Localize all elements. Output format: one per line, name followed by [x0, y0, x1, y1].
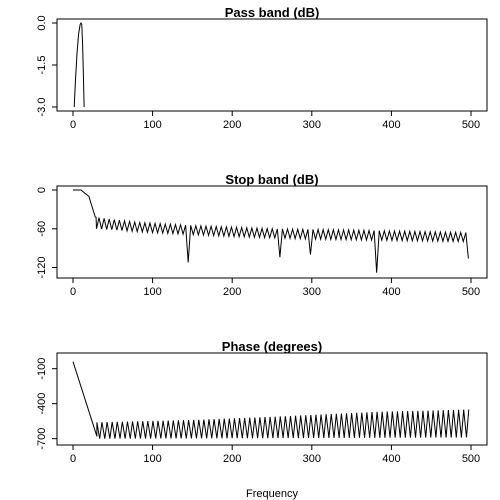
- x-tick-label: 100: [143, 286, 161, 298]
- x-tick-label: 300: [303, 286, 321, 298]
- x-axis: 0 100 200 300 400 500: [70, 445, 480, 465]
- x-axis: 0 100 200 300 400 500: [70, 111, 480, 131]
- panel-title: Phase (degrees): [222, 339, 322, 354]
- y-axis: -100 -400 -700: [36, 358, 57, 450]
- y-tick-label: -3.0: [36, 98, 48, 117]
- x-tick-label: 500: [462, 119, 480, 131]
- x-tick-label: 0: [70, 453, 76, 465]
- y-tick-label: -700: [36, 428, 48, 450]
- y-axis: 0.0 -1.5 -3.0: [36, 15, 57, 116]
- y-tick-label: 0: [36, 187, 48, 193]
- x-axis-label: Frequency: [246, 488, 298, 500]
- panel-phase: Phase (degrees) 0 100 200 300 400 500 -100 -40…: [36, 339, 487, 465]
- plot-area: [73, 190, 468, 273]
- y-tick-label: -100: [36, 358, 48, 380]
- x-tick-label: 400: [382, 119, 400, 131]
- series-line: [74, 23, 84, 107]
- y-tick-label: -400: [36, 393, 48, 415]
- x-tick-label: 100: [143, 453, 161, 465]
- y-tick-label: 0.0: [36, 15, 48, 30]
- y-tick-label: -1.5: [36, 56, 48, 75]
- x-axis: 0 100 200 300 400 500: [70, 278, 480, 298]
- plot-area: [73, 362, 469, 439]
- y-axis: 0 -60 -120: [36, 187, 57, 279]
- panel-stop-band: Stop band (dB) 0 100 200 300 400 500 0 -60 -120: [36, 172, 487, 298]
- x-tick-label: 0: [70, 119, 76, 131]
- x-tick-label: 100: [143, 119, 161, 131]
- x-tick-label: 500: [462, 453, 480, 465]
- x-tick-label: 400: [382, 286, 400, 298]
- plot-frame: [57, 186, 487, 278]
- x-tick-label: 0: [70, 286, 76, 298]
- x-tick-label: 400: [382, 453, 400, 465]
- plot-frame: [57, 19, 487, 111]
- x-tick-label: 500: [462, 286, 480, 298]
- panel-pass-band: Pass band (dB) 0 100 200 300 400 500 0.0 -1.5 -…: [36, 5, 487, 131]
- x-tick-label: 200: [223, 119, 241, 131]
- plot-area: [74, 23, 84, 107]
- x-tick-label: 300: [303, 119, 321, 131]
- panel-title: Pass band (dB): [225, 5, 320, 20]
- series-line: [73, 362, 469, 439]
- panel-title: Stop band (dB): [225, 172, 318, 187]
- x-tick-label: 200: [223, 286, 241, 298]
- y-tick-label: -60: [36, 221, 48, 237]
- y-tick-label: -120: [36, 257, 48, 279]
- x-tick-label: 300: [303, 453, 321, 465]
- x-tick-label: 200: [223, 453, 241, 465]
- series-line: [73, 190, 468, 273]
